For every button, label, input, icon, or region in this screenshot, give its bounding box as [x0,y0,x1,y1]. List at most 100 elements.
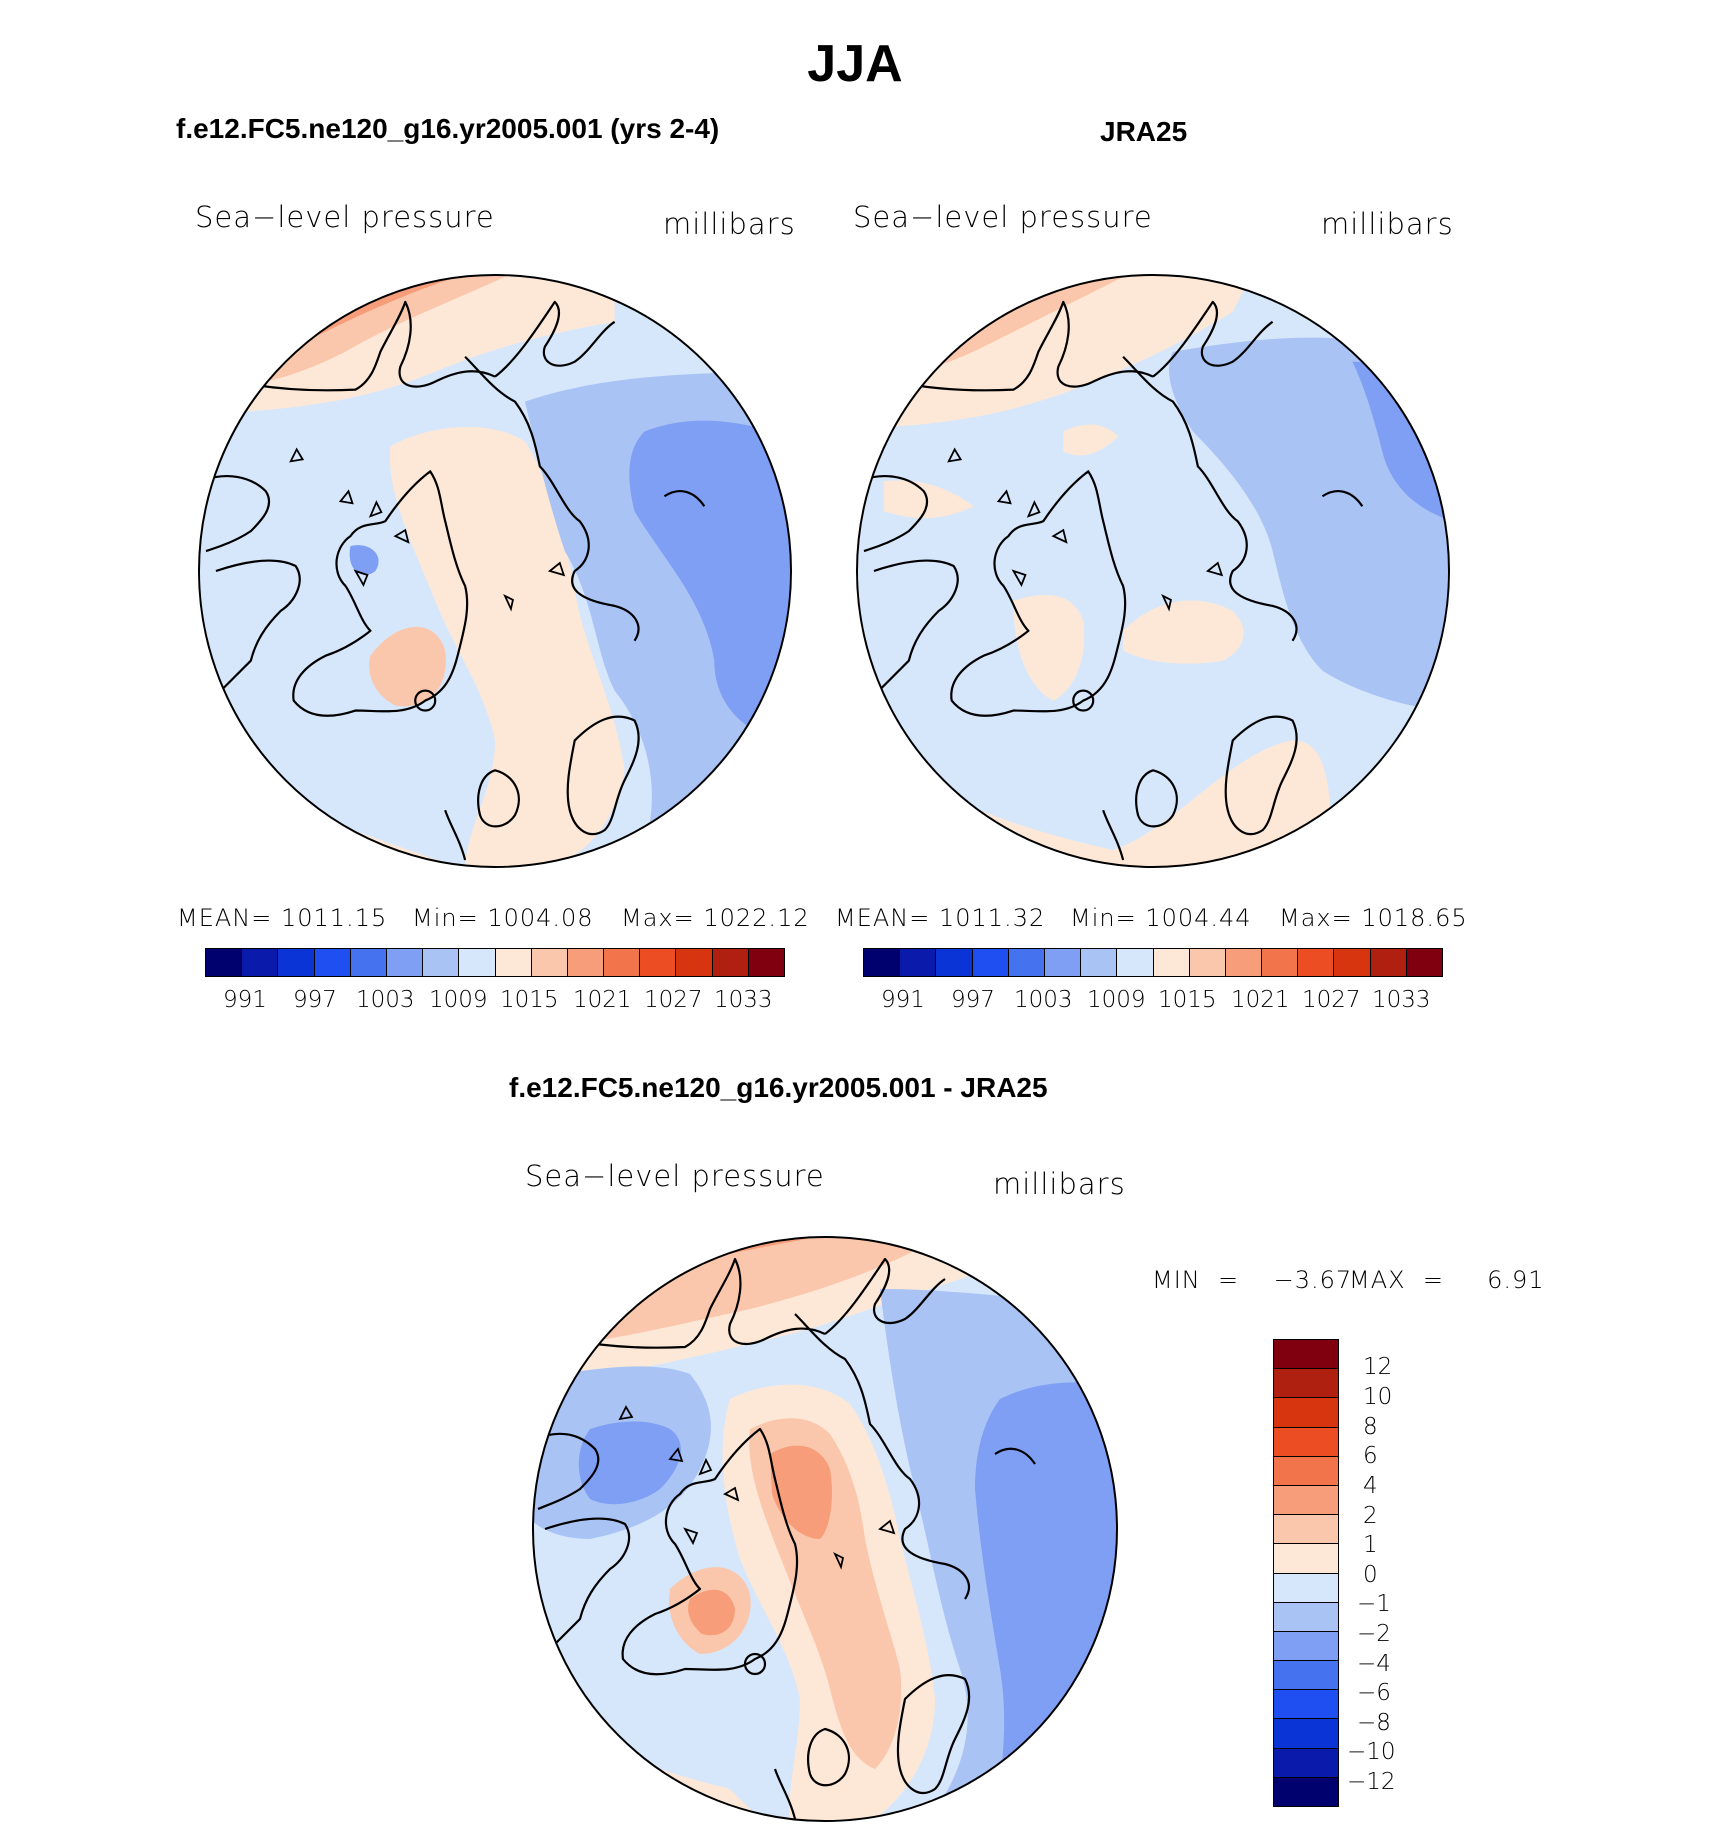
model-colorbar-label: 991 [223,987,267,1013]
model-colorbar-label: 1033 [714,987,773,1013]
obs-colorbar-label: 1015 [1158,987,1217,1013]
model-min-stat: Min= 1004.08 [412,904,594,932]
obs-colorbar-labels: 991 997 1003 1009 1015 1021 1027 1033 [863,987,1441,1017]
diff-colorbar-label: 2 [1363,1503,1378,1529]
colorbar-swatch [314,949,351,976]
diff-map-boundary [532,1236,1118,1822]
diff-colorbar-label: 4 [1363,1473,1378,1499]
colorbar-swatch [495,949,532,976]
colorbar-swatch [1225,949,1263,976]
model-colorbar-label: 997 [293,987,337,1013]
colorbar-swatch [1370,949,1407,976]
obs-polar-map [855,273,1451,869]
colorbar-swatch [531,949,568,976]
model-colorbar-label: 1021 [573,987,632,1013]
colorbar-swatch [1334,949,1371,976]
model-max-stat: Max= 1022.12 [621,904,810,932]
diff-colorbar-label: −8 [1357,1710,1391,1736]
obs-max-stat: Max= 1018.65 [1279,904,1468,932]
diff-colorbar-label: 6 [1363,1443,1378,1469]
colorbar-swatch [748,949,784,976]
diff-colorbar-labels: 12 10 8 6 4 2 1 0 −1 −2 −4 −6 −8 −10 −12 [1345,1339,1465,1799]
diff-colorbar [1273,1339,1339,1807]
model-colorbar [205,948,785,977]
obs-colorbar-label: 1027 [1302,987,1361,1013]
diff-colorbar-label: −2 [1357,1621,1391,1647]
colorbar-swatch [712,949,749,976]
colorbar-swatch [936,949,973,976]
colorbar-swatch [1274,1544,1338,1574]
diff-min-stat: MIN = −3.67 [1152,1266,1353,1294]
diff-max-stat: MAX = 6.91 [1349,1266,1545,1294]
colorbar-swatch [676,949,713,976]
colorbar-swatch [1117,949,1154,976]
obs-colorbar [863,948,1443,977]
colorbar-swatch [1274,1427,1338,1457]
obs-colorbar-label: 1033 [1372,987,1431,1013]
diff-colorbar-label: 8 [1363,1414,1378,1440]
colorbar-swatch [1153,949,1190,976]
model-mean-stat: MEAN= 1011.15 [177,904,388,932]
model-colorbar-label: 1009 [429,987,488,1013]
colorbar-swatch [1274,1777,1338,1806]
diff-colorbar-label: −6 [1357,1680,1391,1706]
diff-units-label: millibars [993,1167,1126,1201]
diff-case-title: f.e12.FC5.ne120_g16.yr2005.001 - JRA25 [509,1072,1048,1103]
model-colorbar-label: 1003 [356,987,415,1013]
model-colorbar-labels: 991 997 1003 1009 1015 1021 1027 1033 [205,987,783,1017]
colorbar-swatch [350,949,387,976]
diff-colorbar-label: −10 [1347,1739,1396,1765]
diff-colorbar-label: −4 [1357,1651,1391,1677]
obs-variable-label: Sea−level pressure [853,200,1153,234]
colorbar-swatch [1008,949,1045,976]
colorbar-swatch [1274,1456,1338,1486]
colorbar-swatch [604,949,641,976]
colorbar-swatch [206,949,243,976]
colorbar-swatch [1406,949,1442,976]
obs-units-label: millibars [1321,207,1454,241]
model-units-label: millibars [663,207,796,241]
obs-colorbar-label: 991 [881,987,925,1013]
colorbar-swatch [640,949,677,976]
colorbar-swatch [1274,1398,1338,1428]
colorbar-swatch [972,949,1009,976]
colorbar-swatch [900,949,937,976]
colorbar-swatch [278,949,315,976]
colorbar-swatch [459,949,496,976]
colorbar-swatch [423,949,460,976]
colorbar-swatch [1081,949,1118,976]
diff-colorbar-label: 1 [1363,1532,1378,1558]
colorbar-swatch [1274,1485,1338,1516]
colorbar-swatch [1274,1690,1338,1720]
colorbar-swatch [1274,1661,1338,1691]
colorbar-swatch [1274,1602,1338,1632]
colorbar-swatch [1262,949,1299,976]
colorbar-swatch [567,949,605,976]
model-colorbar-label: 1027 [644,987,703,1013]
colorbar-swatch [1044,949,1082,976]
model-variable-label: Sea−level pressure [195,200,495,234]
diff-colorbar-label: 10 [1363,1384,1393,1410]
colorbar-swatch [1274,1573,1338,1603]
colorbar-swatch [1274,1748,1338,1778]
colorbar-swatch [1189,949,1226,976]
obs-colorbar-label: 1021 [1231,987,1290,1013]
model-map-boundary [197,273,793,869]
diff-colorbar-label: −12 [1347,1769,1396,1795]
obs-map-boundary [855,273,1451,869]
colorbar-swatch [1274,1719,1338,1749]
diff-colorbar-label: 12 [1363,1354,1393,1380]
obs-colorbar-label: 1009 [1087,987,1146,1013]
colorbar-swatch [864,949,901,976]
colorbar-swatch [386,949,424,976]
colorbar-swatch [1274,1631,1338,1662]
diff-colorbar-label: 0 [1363,1562,1378,1588]
colorbar-swatch [1274,1515,1338,1545]
model-case-title: f.e12.FC5.ne120_g16.yr2005.001 (yrs 2-4) [176,113,720,144]
obs-colorbar-label: 997 [951,987,995,1013]
model-colorbar-label: 1015 [500,987,559,1013]
colorbar-swatch [1298,949,1335,976]
obs-mean-stat: MEAN= 1011.32 [835,904,1046,932]
model-polar-map [197,273,793,869]
obs-min-stat: Min= 1004.44 [1070,904,1252,932]
